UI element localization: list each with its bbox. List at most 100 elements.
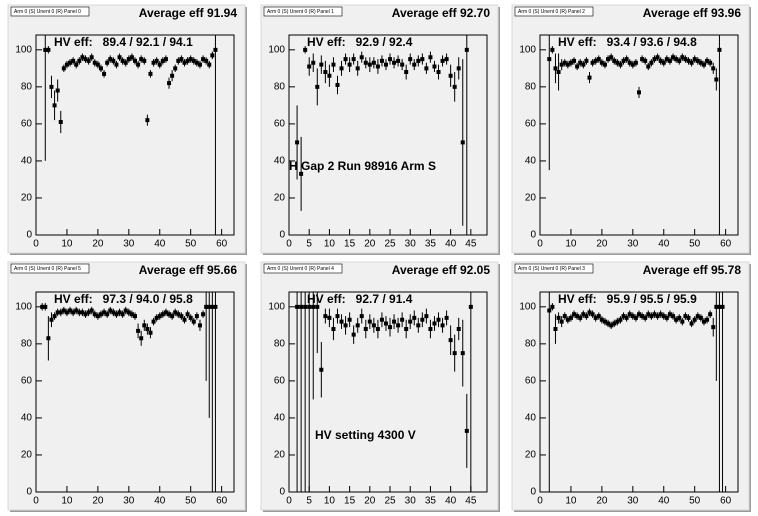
x-tick-label: 10 [324,239,336,250]
data-point [173,64,178,73]
panel: Arm 0 (S) Unent 0 (R) Panel 1 Average eff… [260,4,500,255]
data-point [674,316,679,324]
data-point [664,314,669,322]
data-point [311,292,316,400]
y-tick-label: 20 [21,450,33,461]
plot-frame [35,34,235,236]
data-point [388,53,393,65]
data-point [123,59,128,67]
data-point [163,55,168,63]
data-point [83,310,88,318]
panel-label: Arm 0 (S) Unent 0 (R) Panel 2 [518,9,585,15]
data-point [624,314,629,322]
data-point [408,53,413,65]
x-tick-label: 30 [627,239,639,250]
data-point [424,308,429,324]
data-point [440,55,445,67]
data-point [424,62,429,74]
data-point [615,317,620,326]
data-point [392,314,397,330]
data-point [408,314,413,330]
data-point [562,59,567,67]
data-point [575,62,580,71]
x-tick-label: 45 [465,239,477,250]
data-point [371,317,376,333]
data-point [420,312,425,328]
data-point [705,316,710,324]
data-point [145,114,150,126]
data-point [436,312,441,328]
data-point [64,60,69,69]
data-point [412,310,417,326]
panel-label: Arm 0 (S) Unent 0 (R) Panel 5 [14,266,81,272]
y-tick-label: 100 [268,44,285,55]
x-tick-label: 30 [123,496,135,507]
hv-eff: HV eff: 95.9 / 95.5 / 95.9 [558,292,697,306]
x-tick-label: 20 [92,496,104,507]
data-point [578,314,583,322]
data-point [323,308,328,324]
data-point [335,308,340,324]
y-tick-label: 80 [525,338,537,349]
data-point [49,75,54,98]
data-point [311,53,316,73]
data-point [452,72,457,102]
panel-label-box [10,263,90,274]
y-tick-label: 20 [525,193,537,204]
panel: Arm 0 (S) Unent 0 (R) Panel 3 Average eff… [511,261,751,512]
data-point [157,312,162,320]
data-point [188,314,193,322]
data-point [468,292,473,492]
panel-title: Average eff 93.96 [643,6,742,20]
data-point [388,317,393,337]
data-point [343,53,348,65]
x-tick-label: 0 [286,239,292,250]
data-point [55,79,60,102]
data-point [618,60,623,69]
x-tick-label: 5 [306,239,312,250]
data-point [562,312,567,320]
y-tick-label: 0 [279,230,285,241]
data-point [596,55,601,63]
x-tick-label: 0 [537,239,543,250]
plot-frame [539,34,739,236]
y-tick-label: 60 [525,119,537,130]
data-point [400,312,405,328]
data-point [133,312,137,320]
data-point [717,35,722,235]
data-point [98,64,103,73]
data-point [343,316,348,335]
y-tick-label: 100 [268,301,285,312]
data-point [86,57,91,65]
data-point [375,59,380,74]
data-point [428,51,433,63]
data-point [49,312,54,328]
data-point [197,60,202,69]
data-point [182,59,187,67]
data-point [565,60,570,69]
data-point [71,57,76,65]
y-tick-label: 40 [525,156,537,167]
data-point [587,308,592,317]
data-point [46,316,51,361]
data-point [142,57,147,65]
data-point [593,57,598,65]
data-point [602,60,607,69]
y-tick-label: 0 [26,230,32,241]
points [295,35,469,235]
data-point [556,312,561,324]
data-point [396,317,401,333]
data-point [416,55,421,67]
data-point [359,308,364,324]
y-tick-label: 100 [519,44,536,55]
data-point [351,53,356,65]
data-point [460,319,465,387]
data-point [667,57,672,65]
y-tick-label: 0 [26,487,32,498]
data-point [452,334,457,372]
data-point [61,306,66,315]
data-point [43,303,48,311]
y-tick-label: 80 [21,81,33,92]
x-tick-label: 0 [33,496,39,507]
x-tick-label: 20 [364,239,376,250]
